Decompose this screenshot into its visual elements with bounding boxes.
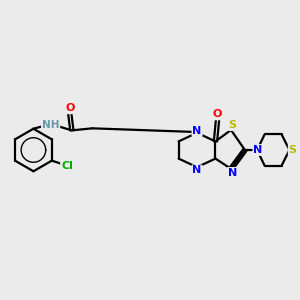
Text: S: S [289,145,297,155]
Text: O: O [213,110,222,119]
Text: O: O [65,103,74,113]
Text: Cl: Cl [61,161,73,171]
Text: N: N [228,168,237,178]
Text: N: N [192,126,202,136]
Text: S: S [228,120,236,130]
Text: N: N [254,145,262,155]
Text: N: N [192,166,202,176]
Text: NH: NH [42,120,59,130]
